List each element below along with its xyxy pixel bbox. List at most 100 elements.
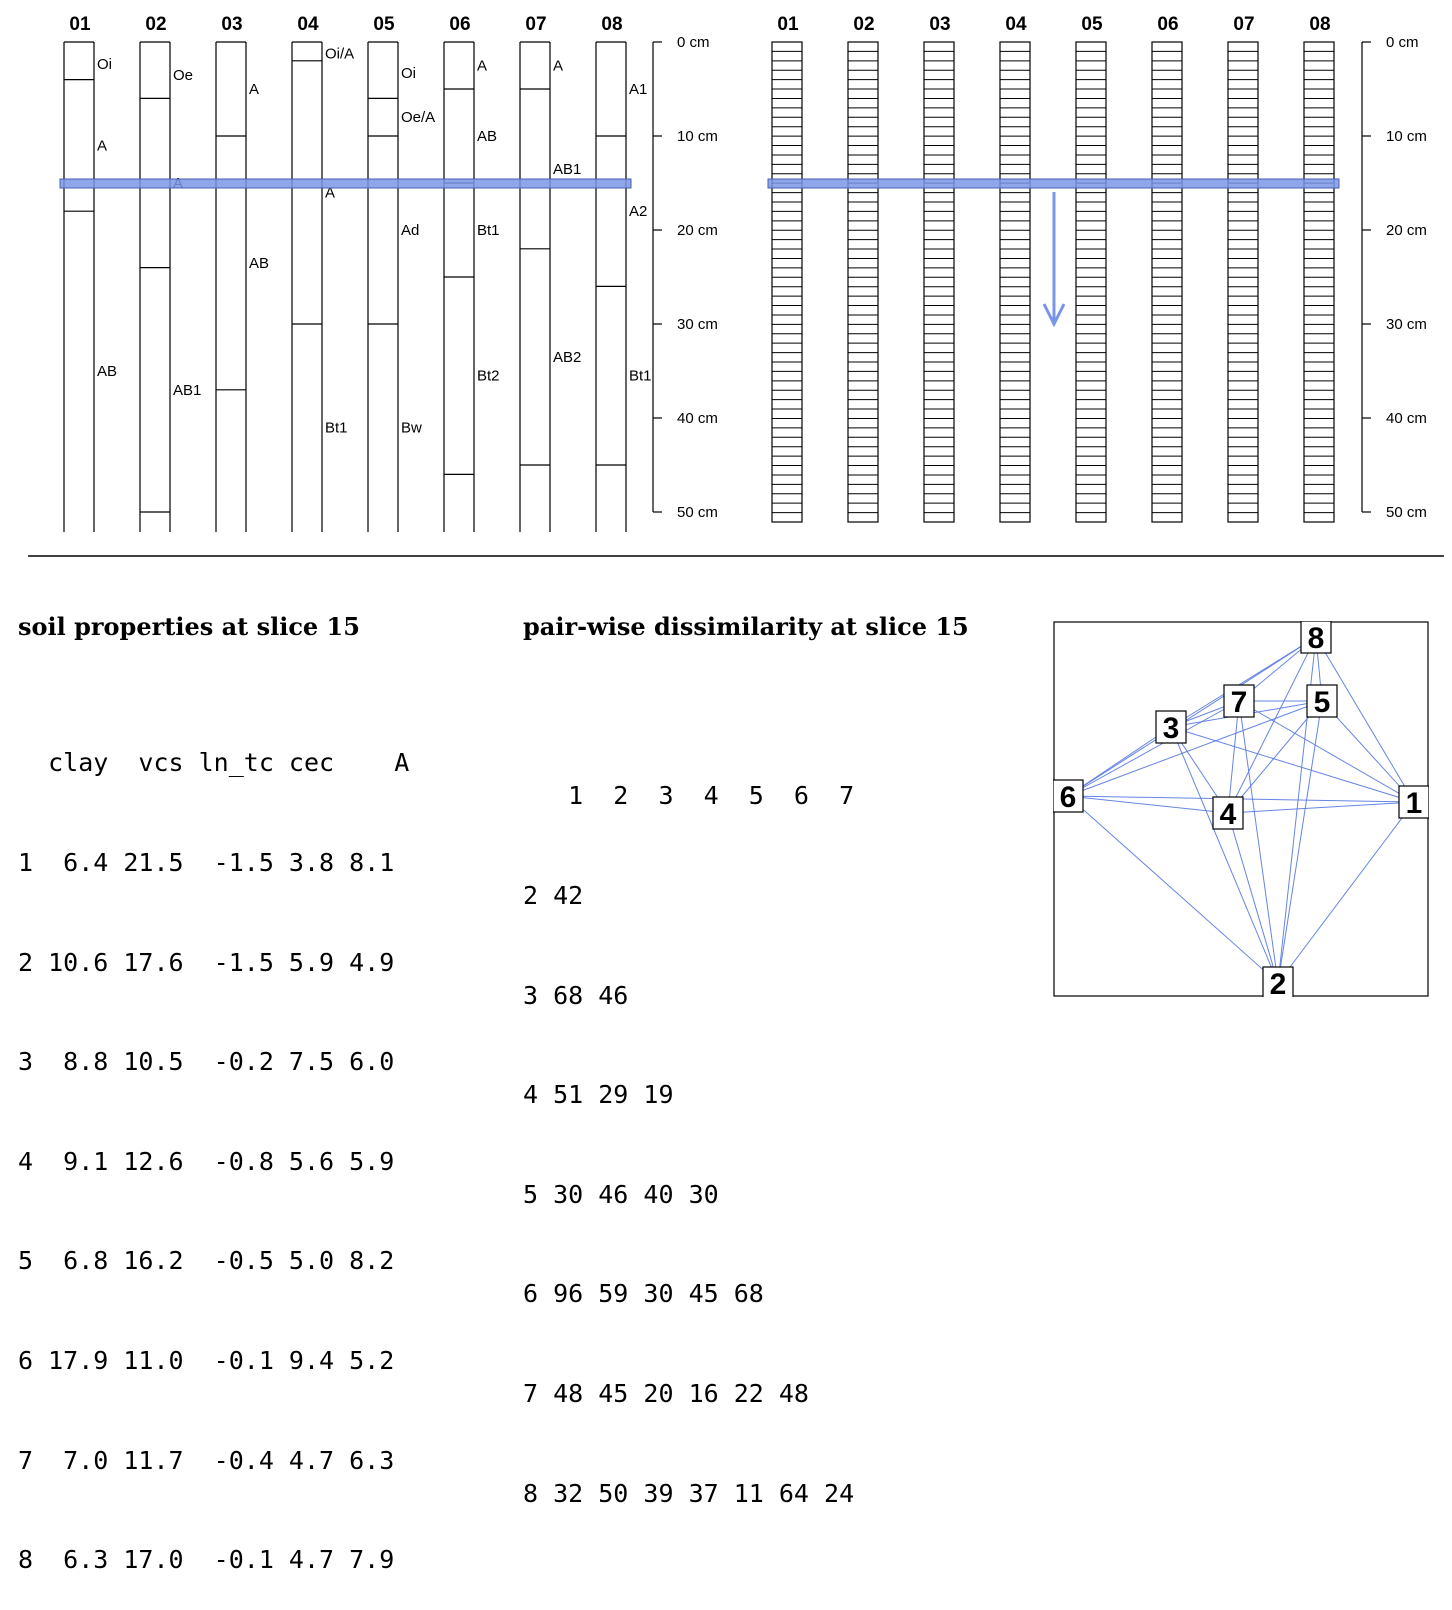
horizon-label: A [477, 58, 487, 75]
network-node-label: 3 [1163, 712, 1180, 745]
horizon-label: Oe/A [401, 109, 435, 126]
depth-axis-right-tick-label: 50 cm [1386, 504, 1427, 521]
sliced-profile-outline [1303, 41, 1335, 523]
table-row: 5 6.8 16.2 -0.5 5.0 8.2 [18, 1246, 395, 1276]
sliced-profile-outline [999, 41, 1031, 523]
profile-id-label: 07 [525, 14, 546, 35]
matrix-row: 2 42 [523, 881, 584, 910]
sliced-profile-outline [771, 41, 803, 523]
table-row: 2 10.6 17.6 -1.5 5.9 4.9 [18, 947, 395, 977]
network-node-label: 7 [1231, 686, 1248, 719]
horizon-label: Oi [97, 56, 112, 73]
network-edge [1277, 700, 1323, 984]
network-edge [1227, 700, 1240, 814]
horizon-label: AB [249, 255, 269, 272]
horizon-label: Oi/A [325, 45, 354, 62]
horizon-label: A [249, 81, 259, 98]
network-edge [1067, 795, 1229, 814]
network-edge [1067, 700, 1323, 797]
sliced-profile-outline [847, 41, 879, 523]
network-node-box [1155, 710, 1187, 744]
sliced-profile-id-label: 05 [1081, 14, 1103, 35]
slice-highlight-left [59, 178, 632, 189]
network-edge [1227, 636, 1317, 814]
horizon-label: AB1 [553, 161, 581, 178]
sliced-profile-outline [1227, 41, 1259, 523]
profile-id-label: 08 [601, 14, 622, 35]
profile-id-label: 05 [373, 14, 395, 35]
sliced-profile-outline [923, 41, 955, 523]
network-node-box [1398, 785, 1429, 819]
profile-id-label: 02 [145, 14, 166, 35]
dissimilarity-header: 1 2 3 4 5 6 7 [523, 781, 855, 811]
horizon-label: A [97, 137, 107, 154]
sliced-profile-outline [1075, 41, 1107, 523]
depth-axis-left-tick-label: 30 cm [677, 316, 718, 333]
network-edge [1170, 726, 1279, 984]
soil-properties-table: clay vcs ln_tc cec A 1 6.4 21.5 -1.5 3.8… [18, 680, 409, 1610]
horizon-label: Oe [173, 67, 193, 84]
table-row: 7 7.0 11.7 -0.4 4.7 6.3 [18, 1445, 395, 1475]
horizon-label: AB [97, 363, 117, 380]
table-row: 4 9.1 12.6 -0.8 5.6 5.9 [18, 1146, 395, 1176]
network-edge [1238, 700, 1415, 803]
slice-highlight-right [767, 178, 1340, 189]
network-node-label: 4 [1220, 798, 1237, 831]
depth-axis-left-tick-label: 10 cm [677, 128, 718, 145]
depth-axis-left-tick-label: 0 cm [677, 34, 710, 51]
sliced-profile-id-label: 02 [853, 14, 874, 35]
horizon-label: A [325, 184, 335, 201]
profile-id-label: 04 [297, 14, 319, 35]
horizon-label: Bt1 [629, 368, 652, 385]
horizon-label: A [553, 58, 563, 75]
soil-profile-sketches: 01 Oi A AB 02 Oe A AB1 03 A AB 04 Oi/A A Bt1 05 Oi Oe/A Ad… [28, 14, 1444, 557]
network-edge [1170, 726, 1415, 803]
network-node-box [1223, 684, 1255, 718]
network-node-label: 5 [1314, 686, 1331, 719]
matrix-row: 3 68 46 [523, 980, 629, 1010]
dissimilarity-matrix: 1 2 3 4 5 6 7 2 42 3 68 46 4 51 29 19 5 … [523, 713, 854, 1543]
depth-axis-right-tick-label: 40 cm [1386, 410, 1427, 427]
dissimilarity-title: pair-wise dissimilarity at slice 15 [523, 612, 969, 641]
soil-properties-header: clay vcs ln_tc cec A [18, 748, 410, 778]
horizon-label: AB1 [173, 382, 201, 399]
sliced-profile-outline [1151, 41, 1183, 523]
profile-id-label: 01 [69, 14, 91, 35]
network-edge [1321, 700, 1415, 803]
network-edge [1227, 700, 1323, 814]
network-edge [1315, 636, 1415, 803]
table-row: 6 17.9 11.0 -0.1 9.4 5.2 [18, 1345, 395, 1375]
depth-axis-left-tick-label: 40 cm [677, 410, 718, 427]
matrix-row: 6 96 59 30 45 68 [523, 1279, 764, 1309]
network-node-box [1053, 779, 1084, 813]
depth-axis-right-tick-label: 20 cm [1386, 222, 1427, 239]
network-edge [1067, 700, 1240, 797]
sliced-profile-id-label: 01 [777, 14, 799, 35]
sliced-profile-id-label: 08 [1309, 14, 1330, 35]
sliced-profile-id-label: 03 [929, 14, 950, 35]
network-node-label: 1 [1406, 787, 1423, 820]
horizon-label: A1 [629, 81, 647, 98]
network-edge [1227, 801, 1415, 814]
table-row: 8 6.3 17.0 -0.1 4.7 7.9 [18, 1545, 395, 1575]
horizon-label: A2 [629, 203, 647, 220]
matrix-row: 7 48 45 20 16 22 48 [523, 1378, 809, 1408]
depth-axis-right-tick-label: 10 cm [1386, 128, 1427, 145]
network-node-box [1300, 621, 1332, 654]
network-edge [1238, 700, 1279, 984]
horizon-label: Bw [401, 419, 422, 436]
depth-axis-right-tick-label: 30 cm [1386, 316, 1427, 333]
horizon-label: Bt1 [325, 419, 348, 436]
horizon-label: Ad [401, 222, 419, 239]
network-node-box [1212, 796, 1244, 830]
matrix-row: 5 30 46 40 30 [523, 1179, 719, 1209]
horizon-label: AB [477, 128, 497, 145]
horizon-label: Bt1 [477, 222, 500, 239]
sliced-profile-id-label: 07 [1233, 14, 1254, 35]
matrix-row: 4 51 29 19 [523, 1080, 674, 1110]
profile-id-label: 03 [221, 14, 242, 35]
matrix-row: 8 32 50 39 37 11 64 24 [523, 1478, 855, 1508]
table-row: 3 8.8 10.5 -0.2 7.5 6.0 [18, 1047, 395, 1077]
table-row: 1 6.4 21.5 -1.5 3.8 8.1 [18, 848, 395, 877]
depth-axis-left-tick-label: 20 cm [677, 222, 718, 239]
